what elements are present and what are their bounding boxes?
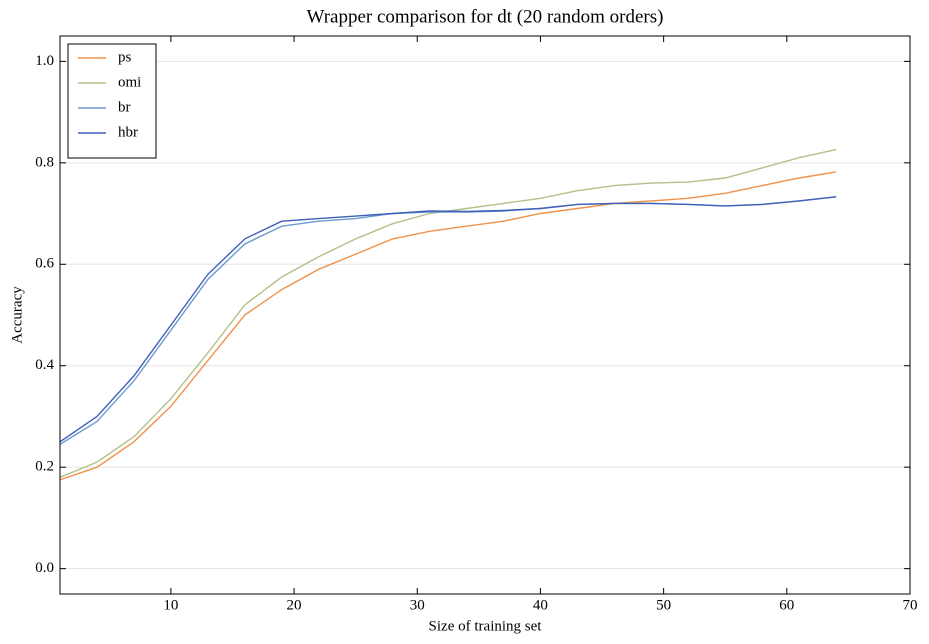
y-tick-label: 0.8: [35, 154, 54, 170]
x-tick-label: 30: [410, 597, 425, 613]
x-tick-label: 60: [779, 597, 794, 613]
legend-label: omi: [118, 74, 141, 90]
x-tick-label: 70: [903, 597, 918, 613]
y-tick-label: 0.2: [35, 459, 54, 475]
legend: ps omi br hbr: [67, 43, 157, 159]
y-tick-label: 0.0: [35, 560, 54, 576]
legend-label: br: [118, 99, 131, 115]
y-axis-label: Accuracy: [9, 286, 25, 344]
y-tick-label: 0.6: [35, 256, 54, 272]
y-tick-label: 1.0: [35, 53, 54, 69]
x-tick-label: 50: [656, 597, 671, 613]
x-tick-label: 10: [163, 597, 178, 613]
legend-frame: [67, 43, 157, 159]
legend-label: hbr: [118, 124, 138, 140]
line-series: [59, 148, 837, 478]
plot-frame: [59, 35, 911, 595]
x-axis-label: Size of training set: [429, 618, 543, 634]
x-tick-label: 20: [287, 597, 302, 613]
x-tick-label: 40: [533, 597, 548, 613]
legend-label: ps: [118, 49, 132, 65]
line-series: [59, 171, 837, 481]
line-series: [59, 196, 837, 445]
chart-title: Wrapper comparison for dt (20 random ord…: [307, 6, 664, 27]
line-series: [59, 196, 837, 443]
y-tick-label: 0.4: [35, 357, 54, 373]
